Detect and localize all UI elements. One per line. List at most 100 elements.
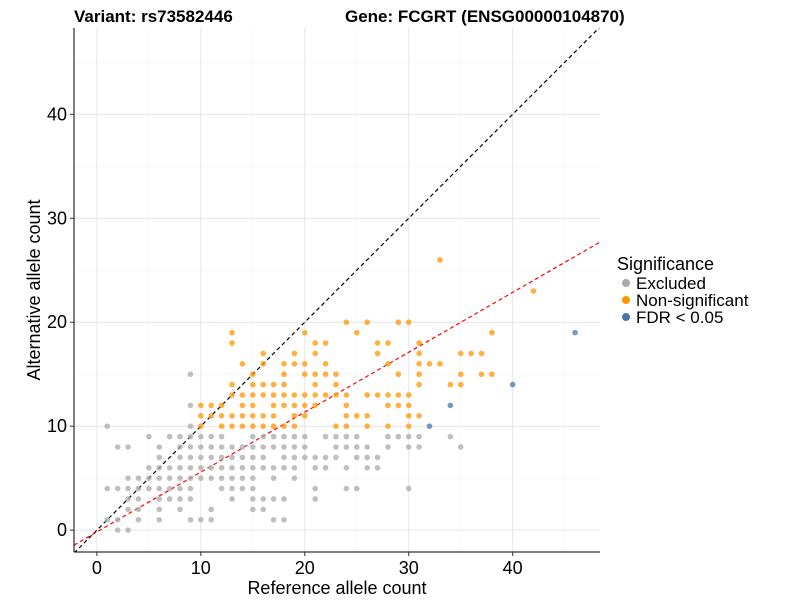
point-non-significant: [229, 340, 235, 346]
point-excluded: [208, 516, 215, 523]
point-non-significant: [260, 413, 266, 419]
point-excluded: [114, 527, 121, 533]
point-non-significant: [457, 350, 464, 357]
point-excluded: [125, 444, 131, 450]
point-excluded: [156, 464, 163, 471]
point-non-significant: [437, 257, 443, 263]
point-excluded: [239, 454, 246, 461]
point-excluded: [177, 444, 183, 450]
point-excluded: [166, 485, 173, 492]
legend-label-non-significant: Non-significant: [636, 291, 749, 310]
point-excluded: [270, 444, 277, 450]
point-non-significant: [260, 392, 266, 398]
point-non-significant: [218, 413, 225, 419]
grid: [74, 28, 600, 552]
point-excluded: [260, 433, 266, 440]
point-non-significant: [270, 381, 277, 388]
point-excluded: [239, 485, 246, 492]
point-non-significant: [416, 381, 422, 388]
point-excluded: [156, 496, 163, 502]
point-excluded: [187, 433, 194, 440]
y-tick-label: 20: [47, 312, 67, 332]
point-excluded: [104, 516, 111, 523]
point-non-significant: [343, 392, 350, 398]
point-non-significant: [416, 340, 422, 346]
point-non-significant: [249, 413, 256, 419]
point-excluded: [364, 444, 370, 450]
point-excluded: [281, 433, 287, 440]
point-excluded: [218, 444, 225, 450]
x-tick-label: 10: [191, 558, 211, 578]
title-gene: Gene: FCGRT (ENSG00000104870): [345, 7, 625, 26]
point-excluded: [260, 464, 266, 471]
point-excluded: [229, 454, 235, 461]
point-non-significant: [260, 381, 266, 388]
point-excluded: [343, 444, 350, 450]
point-non-significant: [364, 413, 370, 419]
point-non-significant: [322, 392, 329, 398]
point-non-significant: [281, 381, 287, 388]
points: [104, 257, 578, 533]
point-non-significant: [218, 423, 225, 429]
point-excluded: [364, 464, 370, 471]
point-excluded: [249, 444, 256, 450]
point-excluded: [270, 516, 277, 523]
point-excluded: [374, 454, 381, 461]
point-excluded: [301, 454, 308, 461]
point-excluded: [239, 475, 246, 481]
point-non-significant: [447, 381, 454, 388]
point-non-significant: [385, 423, 391, 429]
point-excluded: [218, 464, 225, 471]
point-fdr-0-05: [572, 329, 578, 336]
point-excluded: [218, 475, 225, 481]
point-non-significant: [249, 371, 256, 378]
point-non-significant: [291, 392, 298, 398]
point-excluded: [229, 496, 235, 502]
point-non-significant: [218, 402, 225, 409]
point-excluded: [125, 496, 131, 502]
point-non-significant: [312, 350, 318, 357]
point-excluded: [166, 496, 173, 502]
point-excluded: [104, 423, 111, 429]
point-excluded: [146, 485, 152, 492]
legend-title: Significance: [617, 254, 714, 274]
point-excluded: [156, 475, 163, 481]
point-excluded: [177, 506, 183, 513]
point-non-significant: [416, 361, 422, 367]
point-non-significant: [385, 392, 391, 398]
y-tick-label: 10: [47, 416, 67, 436]
point-non-significant: [322, 371, 329, 378]
point-excluded: [249, 506, 256, 513]
point-non-significant: [405, 392, 412, 398]
point-excluded: [249, 464, 256, 471]
point-excluded: [249, 433, 256, 440]
point-excluded: [312, 464, 318, 471]
point-non-significant: [239, 361, 246, 367]
point-non-significant: [333, 381, 339, 388]
point-excluded: [166, 475, 173, 481]
point-excluded: [260, 444, 266, 450]
point-non-significant: [249, 423, 256, 429]
title-variant: Variant: rs73582446: [74, 7, 233, 26]
point-excluded: [281, 464, 287, 471]
point-excluded: [125, 506, 131, 513]
legend-label-fdr: FDR < 0.05: [636, 308, 723, 327]
point-excluded: [208, 475, 215, 481]
point-non-significant: [249, 402, 256, 409]
point-non-significant: [301, 329, 308, 336]
point-excluded: [166, 464, 173, 471]
point-excluded: [208, 444, 215, 450]
point-excluded: [198, 454, 204, 461]
point-excluded: [114, 444, 121, 450]
reference-line-identity: [74, 28, 600, 552]
point-non-significant: [301, 413, 308, 419]
point-excluded: [187, 475, 194, 481]
point-non-significant: [322, 340, 329, 346]
point-excluded: [281, 516, 287, 523]
point-excluded: [156, 454, 163, 461]
x-tick-label: 30: [399, 558, 419, 578]
point-excluded: [198, 516, 204, 523]
point-excluded: [229, 444, 235, 450]
